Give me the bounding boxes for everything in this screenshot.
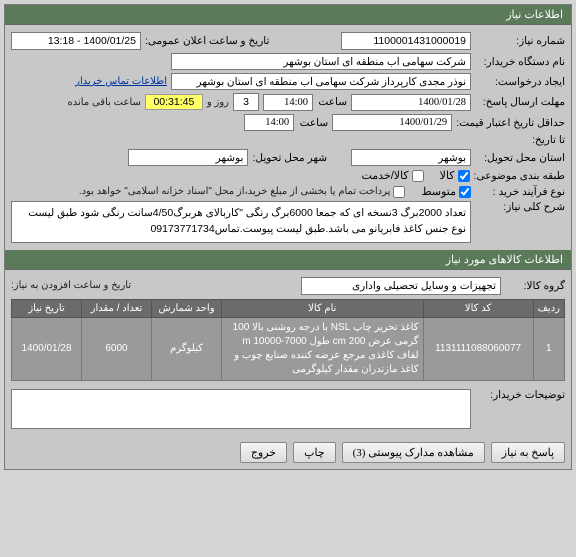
item-group-label: گروه کالا: — [505, 280, 565, 292]
item-group-value: تجهیزات و وسایل تحصیلی واداری — [301, 277, 501, 295]
buy-mid-label: متوسط — [421, 185, 456, 198]
contact-link[interactable]: اطلاعات تماس خریدار — [75, 76, 167, 87]
time-label-2: ساعت — [298, 117, 328, 129]
days-label: روز و — [207, 97, 229, 108]
delivery-city-label: شهر محل تحویل: — [252, 152, 327, 164]
col-code: کد کالا — [423, 299, 533, 317]
col-name: نام کالا — [222, 299, 424, 317]
added-date-label: تاریخ و ساعت افزودن به نیاز: — [11, 280, 131, 291]
col-qty: تعداد / مقدار — [82, 299, 152, 317]
announce-datetime-label: تاریخ و ساعت اعلان عمومی: — [145, 35, 269, 47]
delivery-province-input[interactable] — [351, 149, 471, 166]
cell-code: 1131111088060077 — [423, 317, 533, 380]
pack-service-checkbox[interactable] — [412, 170, 424, 182]
button-bar: پاسخ به نیاز مشاهده مدارک پیوستی (3) چاپ… — [5, 436, 571, 469]
reply-button[interactable]: پاسخ به نیاز — [491, 442, 565, 463]
days-value: 3 — [233, 93, 259, 111]
print-button[interactable]: چاپ — [293, 442, 336, 463]
time-label-1: ساعت — [317, 96, 347, 108]
min-valid-time-input[interactable] — [244, 114, 294, 131]
min-valid-date-label: حداقل تاریخ اعتبار قیمت: — [456, 117, 565, 129]
delivery-city-input[interactable] — [128, 149, 248, 166]
items-table: ردیف کد کالا نام کالا واحد شمارش تعداد /… — [11, 299, 565, 381]
col-date: تاریخ نیاز — [12, 299, 82, 317]
countdown-value: 00:31:45 — [145, 94, 203, 110]
pack-service-label: کالا/خدمت — [361, 169, 408, 182]
main-panel-body: شماره نیاز: 1100001431000019 تاریخ و ساع… — [5, 25, 571, 250]
summary-label: شرح کلی نیاز: — [475, 201, 565, 213]
buy-mid-checkbox[interactable] — [459, 186, 471, 198]
col-unit: واحد شمارش — [152, 299, 222, 317]
cell-unit: کیلوگرم — [152, 317, 222, 380]
attachments-button[interactable]: مشاهده مدارک پیوستی (3) — [342, 442, 485, 463]
delivery-province-label: استان محل تحویل: — [475, 152, 565, 164]
buy-note-label: پرداخت تمام یا بخشی از مبلغ خرید،از محل … — [79, 186, 391, 197]
buyer-org-input[interactable] — [171, 53, 471, 70]
cell-name: کاغذ تحریر چاپ NSL با درجه روشنی بالا 10… — [222, 317, 424, 380]
deadline-time-input[interactable] — [263, 94, 313, 111]
need-number-label: شماره نیاز: — [475, 35, 565, 47]
col-row: ردیف — [533, 299, 564, 317]
pack-type-label: طبقه بندی موضوعی: — [474, 170, 565, 182]
main-panel-header: اطلاعات نیاز — [5, 5, 571, 25]
pack-goods-label: کالا — [440, 169, 455, 182]
table-header-row: ردیف کد کالا نام کالا واحد شمارش تعداد /… — [12, 299, 565, 317]
items-panel-header: اطلاعات کالاهای مورد نیاز — [5, 250, 571, 270]
table-row[interactable]: 1 1131111088060077 کاغذ تحریر چاپ NSL با… — [12, 317, 565, 380]
buyer-desc-box[interactable] — [11, 389, 471, 429]
cell-row: 1 — [533, 317, 564, 380]
main-panel: اطلاعات نیاز شماره نیاز: 110000143100001… — [4, 4, 572, 470]
min-valid-date-input[interactable] — [332, 114, 452, 131]
exit-button[interactable]: خروج — [240, 442, 287, 463]
request-input[interactable] — [171, 73, 471, 90]
to-date-label: تا تاریخ: — [475, 134, 565, 146]
request-label: ایجاد درخواست: — [475, 76, 565, 88]
countdown-label: ساعت باقی مانده — [68, 97, 141, 108]
buy-type-label: نوع فرآیند خرید : — [475, 186, 565, 198]
cell-date: 1400/01/28 — [12, 317, 82, 380]
buyer-org-label: نام دستگاه خریدار: — [475, 56, 565, 68]
need-number-value: 1100001431000019 — [341, 32, 471, 50]
deadline-reply-label: مهلت ارسال پاسخ: — [475, 96, 565, 108]
items-panel-body: گروه کالا: تجهیزات و وسایل تحصیلی واداری… — [5, 270, 571, 436]
deadline-date-input[interactable] — [351, 94, 471, 111]
cell-qty: 6000 — [82, 317, 152, 380]
buy-note-checkbox[interactable] — [393, 186, 405, 198]
pack-goods-checkbox[interactable] — [458, 170, 470, 182]
summary-box: تعداد 2000برگ 3نسخه ای که جمعا 6000برگ ر… — [11, 201, 471, 243]
buyer-desc-label: توضیحات خریدار: — [475, 389, 565, 401]
announce-datetime-value: 1400/01/25 - 13:18 — [11, 32, 141, 50]
